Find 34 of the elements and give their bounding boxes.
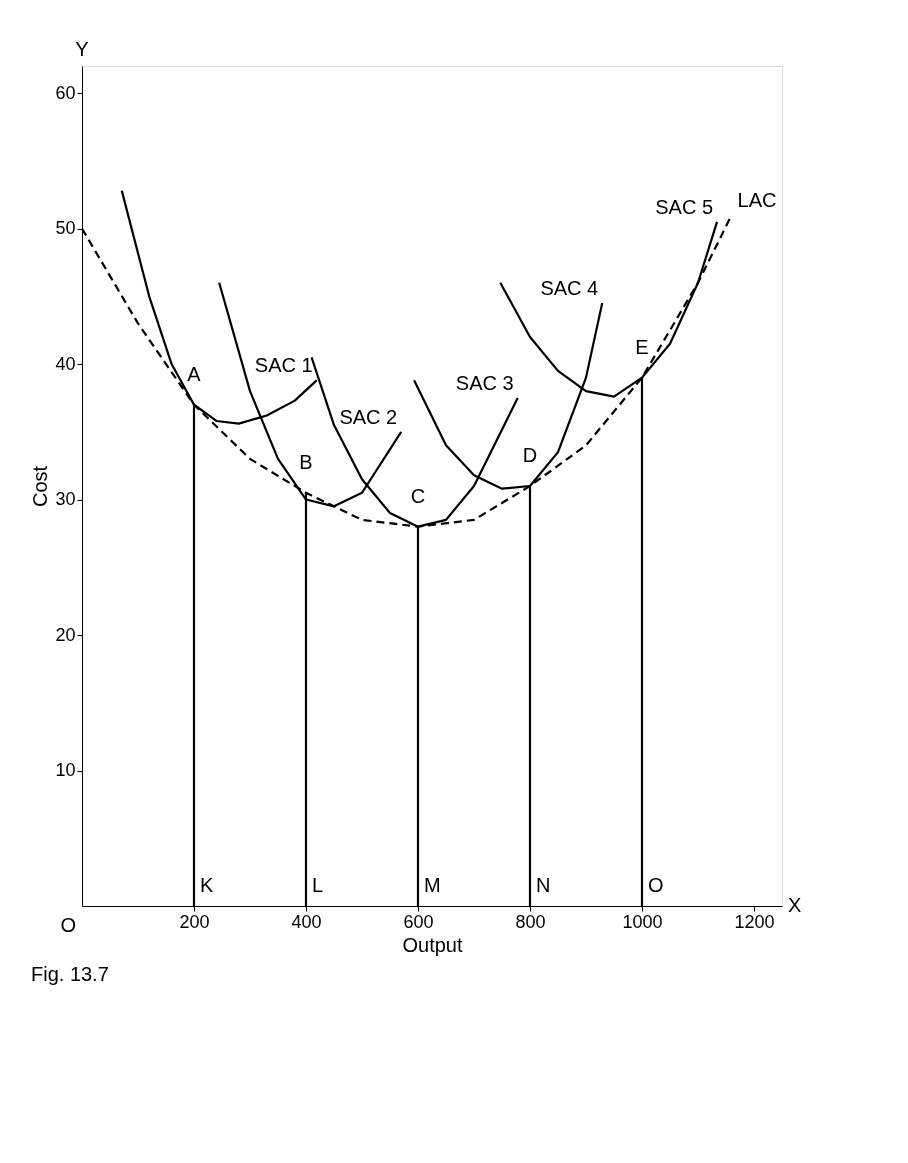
text: O <box>60 914 76 936</box>
annotation: O <box>648 874 664 896</box>
y-tick-label: 40 <box>55 353 76 374</box>
annotation: L <box>312 874 324 896</box>
y-tick-label: 50 <box>55 218 76 239</box>
annotation: C <box>410 484 426 507</box>
y-tick-label: 30 <box>55 489 76 510</box>
annotation: M <box>424 874 441 896</box>
x-axis-title: Output <box>402 933 463 956</box>
series-label: SAC 5 <box>655 195 714 218</box>
x-tick-label: 800 <box>515 911 546 932</box>
annotation: N <box>536 874 551 896</box>
series-label: SAC 4 <box>540 277 599 300</box>
x-tick-label: 1000 <box>622 911 663 932</box>
annotation: B <box>299 450 313 473</box>
annotation: A <box>187 362 202 385</box>
caption: Fig. 13.7 <box>30 963 109 985</box>
x-tick-label: 1200 <box>734 911 775 932</box>
annotation: K <box>200 874 214 896</box>
series-label: LAC <box>737 189 777 212</box>
x-tick-label: 200 <box>179 911 210 932</box>
series-label: SAC 2 <box>339 405 398 428</box>
series-label: SAC 3 <box>455 371 514 394</box>
x-tick-label: 600 <box>403 911 434 932</box>
x-tick-label: 400 <box>291 911 322 932</box>
y-tick-label: 20 <box>55 624 76 645</box>
y-tick-label: 60 <box>55 82 76 103</box>
text: Y <box>75 38 89 60</box>
annotation: D <box>522 444 538 466</box>
y-tick-label: 10 <box>55 760 76 781</box>
series-label: SAC 1 <box>254 354 313 377</box>
y-axis-title: Cost <box>29 465 52 508</box>
text: X <box>788 894 802 916</box>
annotation: E <box>635 335 649 358</box>
